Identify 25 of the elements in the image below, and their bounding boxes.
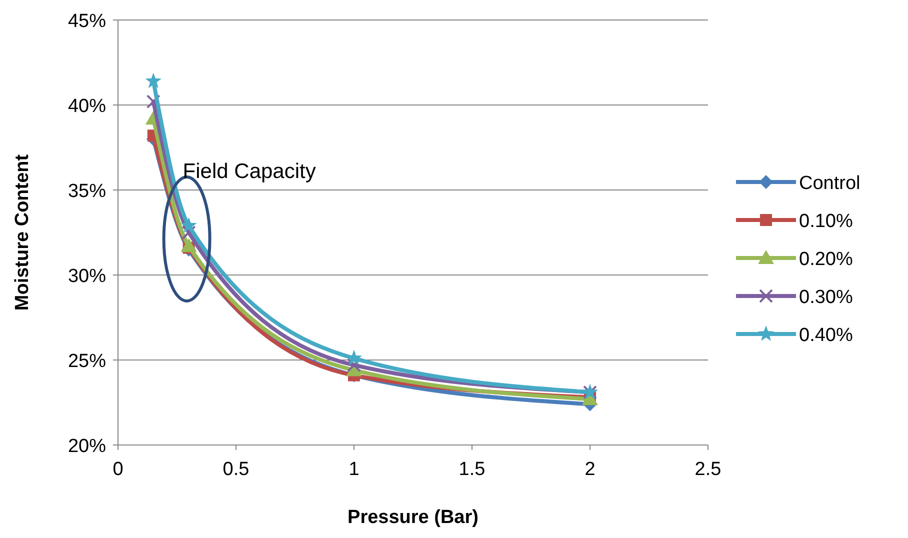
x-tick-label: 0.5 — [222, 459, 250, 480]
legend-label: 0.20% — [799, 249, 853, 270]
legend-label: 0.10% — [799, 211, 853, 232]
point — [145, 72, 162, 88]
x-axis-title: Pressure (Bar) — [348, 507, 478, 528]
point — [347, 358, 361, 372]
x-tick-label: 2 — [584, 459, 596, 480]
y-tick-label: 40% — [68, 96, 106, 117]
annotation: Field Capacity — [182, 160, 316, 183]
y-tick-label: 20% — [68, 436, 106, 457]
point — [180, 238, 197, 252]
y-tick-label: 35% — [68, 181, 106, 202]
y-tick-label: 45% — [68, 11, 106, 32]
x-tick-label: 1.5 — [458, 459, 486, 480]
legend-label: 0.40% — [799, 325, 853, 346]
point — [182, 226, 196, 240]
y-tick-label: 30% — [68, 266, 106, 287]
point — [180, 217, 197, 233]
y-axis-title: Moisture Content — [12, 154, 33, 311]
legend-label: Control — [799, 173, 860, 194]
y-tick-label: 25% — [68, 351, 106, 372]
x-tick-label: 2.5 — [694, 459, 722, 480]
x-tick-label: 1 — [348, 459, 360, 480]
legend-label: 0.30% — [799, 287, 853, 308]
x-tick-label: 0 — [112, 459, 124, 480]
